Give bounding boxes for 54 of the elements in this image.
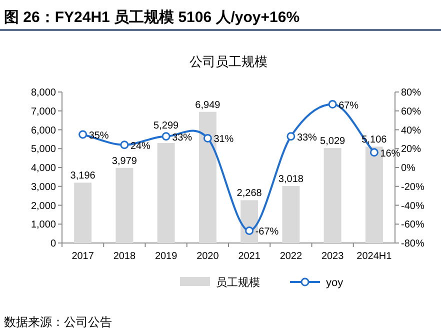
data-label: 31% — [214, 134, 234, 146]
y-tick-label: 3,000 — [30, 182, 56, 193]
legend-label: yoy — [326, 277, 344, 289]
x-tick-label: 2018 — [113, 251, 136, 262]
y2-tick-label: -40% — [401, 200, 424, 212]
chart-subtitle: 公司员工规模 — [190, 54, 268, 69]
y2-tick-label: 60% — [401, 106, 422, 118]
x-tick-label: 2020 — [196, 251, 220, 262]
y2-tick-label: 0% — [401, 163, 416, 174]
y-tick-label: 5,000 — [30, 144, 56, 156]
y-tick-label: 1,000 — [30, 220, 56, 231]
data-label: 3,018 — [278, 174, 304, 186]
source-note: 数据来源：公司公告 — [4, 315, 112, 329]
point — [162, 132, 170, 141]
point — [245, 226, 254, 235]
y2-tick-label: -80% — [401, 238, 424, 250]
x-tick-label: 2024H1 — [356, 251, 392, 262]
point — [286, 132, 296, 141]
y-tick-label: 0 — [50, 238, 56, 250]
y2-tick-label: 40% — [401, 125, 422, 136]
point — [120, 140, 129, 150]
y2-tick-label: -20% — [401, 182, 424, 193]
data-label: 3,979 — [112, 156, 138, 167]
data-label: 35% — [88, 130, 109, 142]
data-label: 33% — [296, 132, 318, 144]
y2-tick-label: 80% — [401, 88, 422, 98]
data-label: 2,268 — [236, 188, 262, 200]
data-label: 24% — [130, 140, 151, 152]
x-tick-label: 2017 — [72, 251, 94, 262]
data-label: -67% — [255, 226, 279, 238]
legend-label: 员工规模 — [216, 277, 260, 289]
data-label: 5,299 — [154, 120, 180, 132]
y-tick-label: 6,000 — [30, 125, 56, 136]
y2-tick-label: 20% — [401, 144, 422, 156]
data-label: 16% — [380, 148, 400, 160]
chart-title: 图 26：FY24H1 员工规模 5106 人/yoy+16% — [4, 9, 300, 26]
data-label: 3,196 — [70, 170, 96, 182]
y2-tick-label: -60% — [401, 220, 424, 231]
data-label: 67% — [338, 100, 359, 112]
data-label: 5,029 — [320, 136, 346, 148]
y-tick-label: 8,000 — [30, 88, 56, 98]
x-tick-label: 2023 — [321, 251, 344, 262]
point — [370, 148, 378, 157]
y-tick-label: 4,000 — [30, 163, 56, 174]
data-label: 33% — [172, 132, 192, 144]
point — [328, 100, 337, 109]
data-label: 6,949 — [195, 100, 221, 111]
y-tick-label: 2,000 — [30, 200, 56, 212]
x-tick-label: 2021 — [238, 251, 261, 262]
point — [78, 130, 88, 139]
x-tick-label: 2022 — [280, 251, 302, 262]
x-tick-label: 2019 — [154, 251, 178, 262]
point — [203, 134, 212, 142]
y-tick-label: 7,000 — [30, 106, 56, 118]
